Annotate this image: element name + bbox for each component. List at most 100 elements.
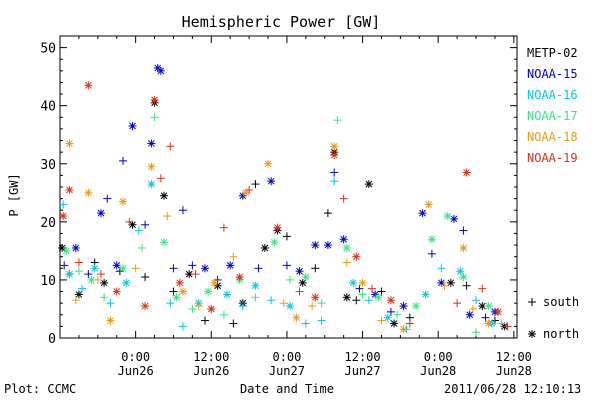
data-point-noaa-15	[178, 206, 187, 215]
data-point-noaa-18	[330, 142, 339, 151]
data-point-noaa-19	[84, 81, 93, 90]
x-tick-label-date: Jun26	[118, 364, 154, 378]
data-point-metp-02	[311, 264, 320, 273]
data-point-noaa-15	[188, 261, 197, 270]
data-point-noaa-18	[163, 212, 172, 221]
data-point-noaa-17	[497, 319, 506, 328]
data-point-noaa-19	[386, 296, 395, 305]
data-point-noaa-16	[147, 180, 156, 189]
data-point-noaa-16	[122, 278, 131, 287]
x-tick-label-time: 0:00	[424, 350, 453, 364]
data-point-noaa-18	[308, 302, 317, 311]
data-point-noaa-18	[377, 316, 386, 325]
data-point-noaa-19	[65, 185, 74, 194]
data-point-noaa-18	[342, 258, 351, 267]
plot-frame	[59, 35, 518, 339]
data-point-noaa-19	[245, 185, 254, 194]
data-point-noaa-15	[399, 302, 408, 311]
legend-entry-noaa-15: NOAA-15	[527, 67, 578, 81]
y-tick-label: 0	[48, 332, 56, 347]
data-point-noaa-19	[503, 322, 512, 331]
data-point-noaa-18	[424, 200, 433, 209]
data-point-noaa-15	[481, 313, 490, 322]
data-point-noaa-16	[301, 319, 310, 328]
data-point-noaa-15	[418, 209, 427, 218]
data-point-noaa-19	[330, 151, 339, 160]
data-point-noaa-19	[494, 307, 503, 316]
data-point-noaa-19	[273, 223, 282, 232]
data-point-noaa-17	[137, 243, 146, 252]
data-point-noaa-18	[292, 313, 301, 322]
data-point-noaa-19	[453, 299, 462, 308]
data-point-noaa-18	[147, 162, 156, 171]
data-point-noaa-18	[84, 188, 93, 197]
data-point-noaa-17	[172, 293, 181, 302]
data-point-noaa-15	[141, 220, 150, 229]
data-point-noaa-17	[270, 238, 279, 247]
data-point-noaa-19	[352, 252, 361, 261]
x-tick-label-time: 12:00	[193, 350, 229, 364]
data-point-noaa-17	[412, 302, 421, 311]
plot-timestamp: 2011/06/28 12:10:13	[444, 382, 581, 396]
x-tick-label-time: 0:00	[121, 350, 150, 364]
data-point-noaa-19	[219, 223, 228, 232]
plot-credit: Plot: CCMC	[4, 382, 76, 396]
data-point-noaa-15	[103, 194, 112, 203]
data-point-noaa-15	[147, 139, 156, 148]
data-point-noaa-16	[456, 267, 465, 276]
x-tick-label-time: 12:00	[345, 350, 381, 364]
data-point-noaa-15	[128, 122, 137, 131]
data-point-noaa-19	[311, 293, 320, 302]
data-point-noaa-19	[368, 284, 377, 293]
data-point-noaa-18	[194, 302, 203, 311]
data-point-noaa-19	[74, 258, 83, 267]
data-point-noaa-19	[478, 284, 487, 293]
data-point-noaa-19	[166, 142, 175, 151]
data-point-noaa-19	[59, 212, 68, 221]
legend-entry-noaa-18: NOAA-18	[527, 130, 578, 144]
data-point-noaa-16	[90, 264, 99, 273]
data-point-noaa-15	[311, 241, 320, 250]
data-point-noaa-16	[238, 302, 247, 311]
y-tick-label: 40	[40, 100, 56, 115]
data-point-noaa-18	[65, 139, 74, 148]
data-point-noaa-15	[323, 241, 332, 250]
y-tick-label: 30	[40, 158, 56, 173]
data-point-noaa-19	[295, 287, 304, 296]
data-point-noaa-17	[358, 290, 367, 299]
data-point-noaa-15	[200, 264, 209, 273]
data-point-noaa-16	[383, 313, 392, 322]
data-point-noaa-15	[295, 267, 304, 276]
data-point-noaa-15	[156, 66, 165, 75]
data-point-noaa-15	[330, 168, 339, 177]
data-point-metp-02	[58, 243, 67, 252]
data-point-noaa-16	[364, 296, 373, 305]
x-tick-label-date: Jun27	[269, 364, 305, 378]
data-point-metp-02	[377, 287, 386, 296]
data-point-noaa-17	[74, 267, 83, 276]
y-tick-label: 20	[40, 216, 56, 231]
legend-entry-metp-02: METP-02	[527, 46, 578, 60]
data-point-noaa-18	[119, 197, 128, 206]
data-point-noaa-17	[160, 238, 169, 247]
data-point-noaa-18	[210, 278, 219, 287]
data-point-noaa-18	[229, 252, 238, 261]
data-point-noaa-15	[71, 243, 80, 252]
data-point-noaa-16	[65, 270, 74, 279]
data-point-noaa-15	[449, 214, 458, 223]
data-point-noaa-18	[106, 316, 115, 325]
data-point-noaa-17	[150, 113, 159, 122]
data-point-noaa-15	[169, 264, 178, 273]
data-point-metp-02	[141, 273, 150, 282]
data-point-noaa-19	[156, 174, 165, 183]
data-point-noaa-18	[440, 281, 449, 290]
data-point-noaa-19	[125, 217, 134, 226]
data-point-noaa-18	[279, 299, 288, 308]
data-point-metp-02	[364, 180, 373, 189]
data-point-metp-02	[74, 290, 83, 299]
data-point-noaa-17	[219, 310, 228, 319]
data-point-noaa-19	[339, 194, 348, 203]
x-tick-label-date: Jun28	[496, 364, 532, 378]
data-point-metp-02	[169, 287, 178, 296]
